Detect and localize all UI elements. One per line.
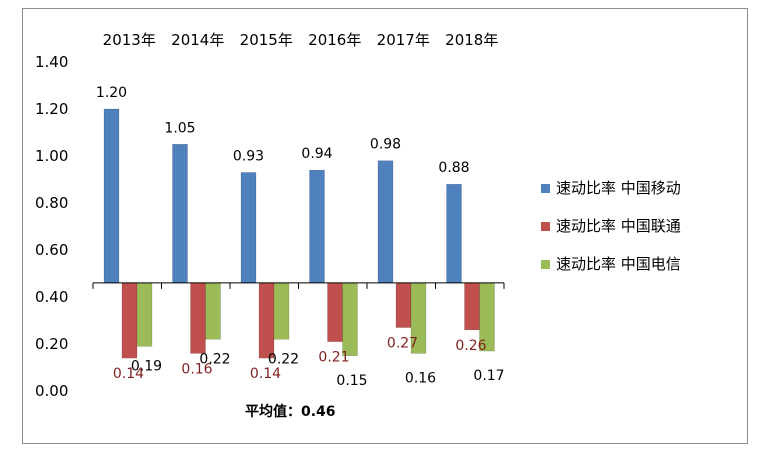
legend-swatch bbox=[541, 260, 550, 269]
legend-swatch bbox=[541, 222, 550, 231]
bar-2-3 bbox=[258, 282, 275, 359]
data-label: 0.26 bbox=[455, 338, 486, 354]
bar-3-2 bbox=[205, 282, 221, 340]
data-label: 0.15 bbox=[336, 373, 367, 389]
bar-1-1 bbox=[103, 108, 120, 284]
data-label: 0.22 bbox=[268, 351, 299, 367]
y-axis-ticks: 0.00 0.20 0.40 0.60 0.80 1.00 1.20 1.40 bbox=[35, 53, 68, 400]
bar-1-4 bbox=[309, 169, 325, 284]
bar-2-4 bbox=[327, 282, 343, 342]
y-tick-label: 0.80 bbox=[35, 194, 68, 212]
bar-2-1 bbox=[121, 282, 138, 359]
bar-1-2 bbox=[172, 144, 188, 284]
bar-1-3 bbox=[240, 172, 257, 284]
legend-entry: 速动比率 中国移动 bbox=[556, 179, 681, 197]
bar-2-5 bbox=[395, 282, 412, 328]
bar-1-6 bbox=[446, 183, 462, 284]
bar-2-2 bbox=[190, 282, 206, 354]
data-label: 0.22 bbox=[199, 351, 230, 367]
bar-1-5 bbox=[377, 160, 394, 284]
category-label: 2015年 bbox=[240, 31, 293, 49]
data-label: 0.16 bbox=[405, 370, 436, 386]
y-tick-label: 0.60 bbox=[35, 241, 68, 259]
bar-3-3 bbox=[273, 282, 290, 340]
chart-frame: 0.00 0.20 0.40 0.60 0.80 1.00 1.20 1.40 2013年 20… bbox=[22, 8, 748, 444]
baseline-tick-marks bbox=[92, 282, 505, 289]
data-label: 0.94 bbox=[301, 146, 332, 162]
data-label: 0.88 bbox=[438, 160, 469, 176]
average-annotation: 平均值：0.46 bbox=[245, 403, 336, 420]
data-label: 0.98 bbox=[370, 137, 401, 153]
data-label: 0.27 bbox=[387, 336, 418, 352]
data-label: 1.05 bbox=[164, 120, 195, 136]
legend-entry: 速动比率 中国电信 bbox=[556, 255, 681, 273]
y-tick-label: 0.40 bbox=[35, 288, 68, 306]
data-label: 0.17 bbox=[473, 368, 504, 384]
category-label: 2014年 bbox=[171, 31, 224, 49]
data-labels: 1.20 1.05 0.93 0.94 0.98 0.88 0.14 0.16 0.14 0.21… bbox=[96, 85, 505, 389]
legend-entry: 速动比率 中国联通 bbox=[556, 217, 681, 235]
data-label: 1.20 bbox=[96, 85, 127, 101]
data-label: 0.21 bbox=[318, 350, 349, 366]
legend-swatch bbox=[541, 184, 550, 193]
data-label: 0.14 bbox=[250, 366, 281, 382]
y-tick-label: 1.40 bbox=[35, 53, 68, 71]
data-label: 0.19 bbox=[131, 358, 162, 374]
category-label: 2013年 bbox=[103, 31, 156, 49]
data-label: 0.16 bbox=[181, 361, 212, 377]
y-tick-label: 0.20 bbox=[35, 335, 68, 353]
bar-chart: 0.000.200.400.600.801.001.201.40 2013年 20… bbox=[35, 31, 681, 420]
category-label: 2017年 bbox=[377, 31, 430, 49]
category-label: 2016年 bbox=[308, 31, 361, 49]
bar-3-1 bbox=[136, 282, 153, 347]
data-label: 0.14 bbox=[113, 366, 144, 382]
category-labels: 2013年 2014年 2015年 2016年 2017年 2018年 bbox=[103, 31, 499, 49]
y-tick-label: 1.00 bbox=[35, 147, 68, 165]
bar-3-4 bbox=[342, 282, 358, 356]
y-tick-label: 0.00 bbox=[35, 382, 68, 400]
bars bbox=[103, 108, 495, 359]
bar-2-6 bbox=[464, 282, 480, 331]
y-tick-label: 1.20 bbox=[35, 100, 68, 118]
category-label: 2018年 bbox=[445, 31, 498, 49]
data-label: 0.93 bbox=[233, 148, 264, 164]
